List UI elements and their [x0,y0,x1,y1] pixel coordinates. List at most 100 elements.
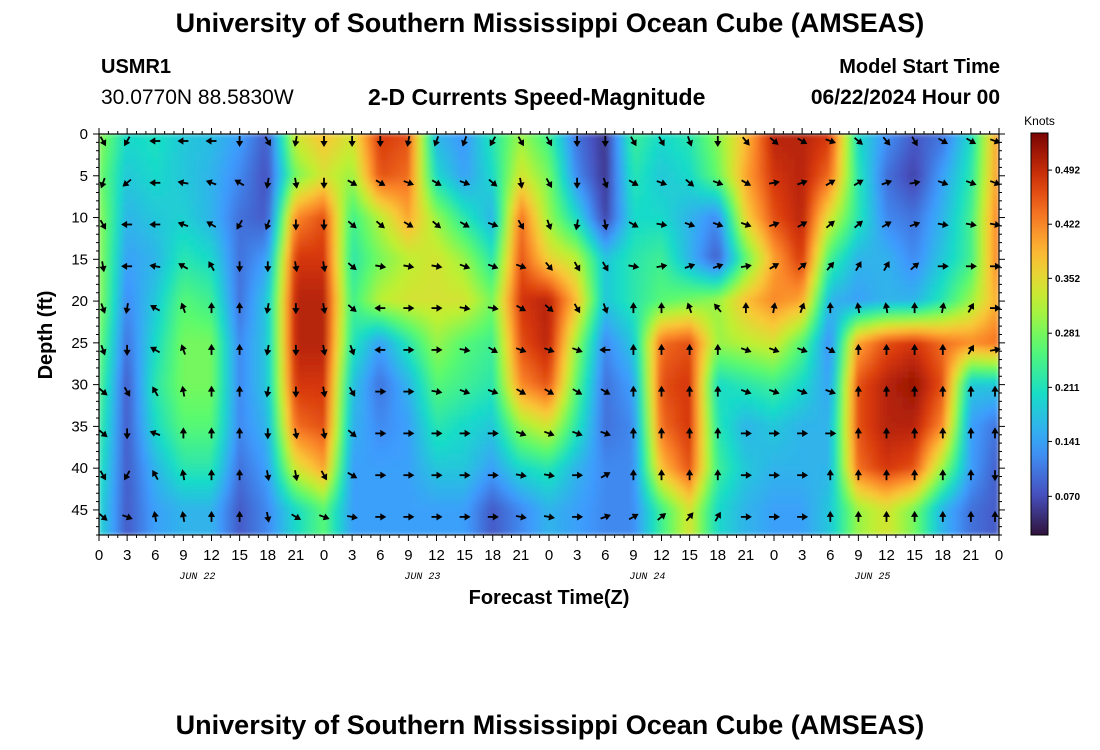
heatmap-cell [218,171,226,179]
heatmap-cell [818,302,826,310]
heatmap-cell [338,165,346,172]
heatmap-cell [686,171,694,179]
heatmap-cell [716,315,724,323]
heatmap-cell [176,202,184,210]
heatmap-cell [308,340,316,348]
heatmap-cell [956,321,964,329]
heatmap-cell [992,284,999,292]
heatmap-cell [932,309,940,317]
heatmap-cell [746,327,754,335]
heatmap-cell [242,233,250,241]
heatmap-cell [278,334,286,342]
heatmap-cell [332,284,340,292]
heatmap-cell [848,309,856,317]
heatmap-cell [230,146,238,154]
heatmap-cell [800,240,808,248]
heatmap-cell [920,202,928,210]
heatmap-cell [608,190,616,198]
heatmap-cell [668,290,676,298]
heatmap-cell [272,334,280,342]
heatmap-cell [638,190,646,198]
heatmap-cell [848,290,856,298]
heatmap-cell [308,208,316,216]
heatmap-cell [500,190,508,198]
heatmap-cell [272,196,280,204]
heatmap-cell [296,215,304,223]
heatmap-cell [950,165,958,172]
heatmap-cell [158,252,166,260]
heatmap-cell [188,302,196,310]
heatmap-cell [914,290,922,298]
heatmap-cell [374,334,382,342]
heatmap-cell [638,227,646,235]
heatmap-cell [410,146,418,154]
heatmap-cell [560,290,568,298]
heatmap-cell [674,146,682,154]
heatmap-cell [812,152,820,160]
heatmap-cell [230,183,238,191]
heatmap-cell [734,309,742,317]
heatmap-cell [626,183,634,191]
heatmap-cell [254,202,262,210]
heatmap-cell [818,327,826,335]
heatmap-cell [446,152,454,160]
heatmap-cell [242,177,250,185]
heatmap-cell [680,246,688,254]
heatmap-cell [794,190,802,198]
heatmap-cell [560,327,568,335]
heatmap-cell [878,271,886,279]
heatmap-cell [158,221,166,229]
heatmap-cell [284,246,292,254]
heatmap-cell [758,134,766,141]
heatmap-cell [782,296,790,304]
heatmap-cell [200,265,208,273]
heatmap-cell [638,139,646,147]
heatmap-cell [260,215,268,223]
heatmap-cell [242,296,250,304]
heatmap-cell [686,309,694,317]
heatmap-cell [908,296,916,304]
heatmap-cell [518,152,526,160]
heatmap-cell [848,334,856,342]
heatmap-cell [182,284,190,292]
heatmap-cell [128,158,136,166]
heatmap-cell [302,246,310,254]
heatmap-cell [416,284,424,292]
heatmap-cell [584,296,592,304]
heatmap-cell [962,215,970,223]
heatmap-cell [962,152,970,160]
heatmap-cell [626,215,634,223]
heatmap-cell [104,252,112,260]
heatmap-cell [99,171,106,179]
heatmap-cell [260,171,268,179]
heatmap-cell [590,158,598,166]
heatmap-cell [374,202,382,210]
heatmap-cell [704,208,712,216]
heatmap-cell [104,227,112,235]
heatmap-cell [536,158,544,166]
heatmap-cell [422,202,430,210]
heatmap-cell [296,158,304,166]
heatmap-cell [194,246,202,254]
heatmap-cell [404,190,412,198]
heatmap-cell [824,309,832,317]
heatmap-cell [110,152,118,160]
heatmap-cell [296,227,304,235]
heatmap-cell [758,309,766,317]
heatmap-cell [398,233,406,241]
heatmap-cell [722,183,730,191]
heatmap-cell [866,233,874,241]
heatmap-cell [524,221,532,229]
heatmap-cell [356,221,364,229]
heatmap-cell [926,302,934,310]
heatmap-cell [632,171,640,179]
heatmap-cell [668,309,676,317]
heatmap-cell [590,334,598,342]
heatmap-cell [902,315,910,323]
heatmap-cell [242,271,250,279]
heatmap-cell [422,152,430,160]
heatmap-cell [272,221,280,229]
heatmap-cell [242,315,250,323]
heatmap-cell [980,240,988,248]
heatmap-cell [518,177,526,185]
